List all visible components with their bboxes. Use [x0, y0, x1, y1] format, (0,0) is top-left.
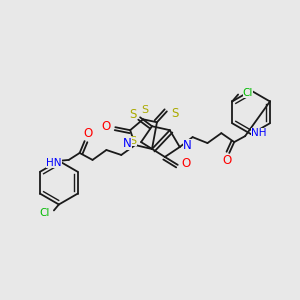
Text: S: S: [142, 105, 148, 116]
Text: Cl: Cl: [243, 88, 253, 98]
Text: O: O: [102, 120, 111, 133]
Text: O: O: [223, 154, 232, 167]
Text: O: O: [181, 158, 190, 170]
Text: NH: NH: [251, 128, 267, 138]
Text: N: N: [123, 136, 132, 150]
Text: HN: HN: [46, 158, 62, 168]
Text: Cl: Cl: [40, 208, 50, 218]
Text: S: S: [130, 136, 137, 146]
Text: S: S: [171, 107, 178, 120]
Text: N: N: [183, 139, 192, 152]
Text: O: O: [83, 127, 92, 140]
Text: S: S: [130, 108, 137, 121]
